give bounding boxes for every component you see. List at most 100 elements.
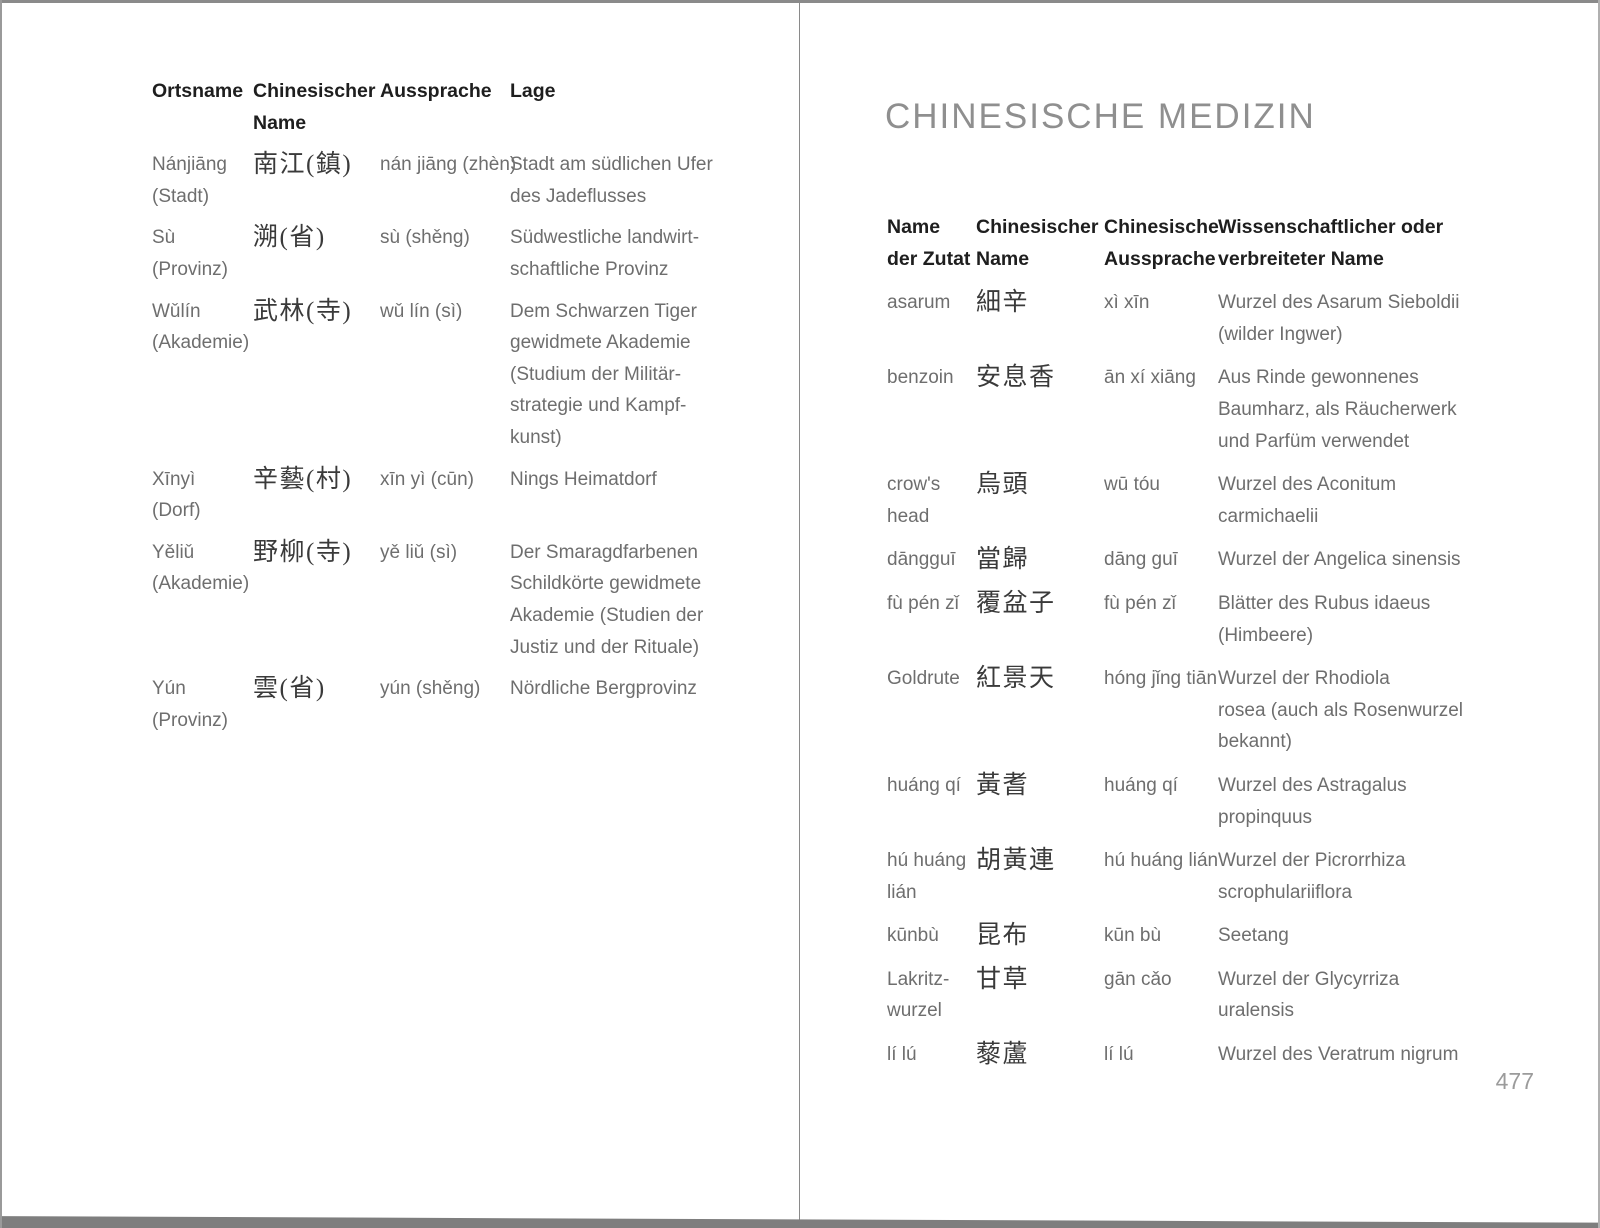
- cell-desc: Blätter des Rubus idaeus (Himbeere): [1218, 588, 1453, 651]
- cell-desc: Wurzel des Aconitum carmichaelii: [1218, 469, 1453, 532]
- text-line: propinquus: [1218, 806, 1313, 828]
- text-line: uralensis: [1218, 1000, 1295, 1022]
- text-line: Chinesische: [1104, 216, 1219, 238]
- cell-desc: Wurzel der Angelica sinensis: [1218, 544, 1461, 576]
- cell-desc: Der Smaragdfarbenen Schildkörte gewidmete…: [510, 537, 725, 663]
- header-cell-desc: Lage: [510, 76, 725, 139]
- cell-chinese: 武林(寺): [253, 296, 380, 454]
- text-line: Baumharz, als Räucherwerk: [1218, 398, 1457, 420]
- text-line: 野柳(寺): [253, 538, 353, 566]
- text-line: wǔ lín (sì): [380, 300, 463, 322]
- text-line: hú huáng: [887, 850, 967, 872]
- text-line: kūn bù: [1104, 925, 1162, 947]
- text-line: Chinesischer: [976, 216, 1099, 238]
- text-line: fù pén zǐ: [1104, 592, 1176, 614]
- cell-name: benzoin: [887, 362, 976, 457]
- text-line: dāng guī: [1104, 549, 1178, 571]
- text-line: Wurzel des Asarum Sieboldii: [1218, 292, 1460, 314]
- cell-name: Goldrute: [887, 663, 976, 758]
- text-line: gān cǎo: [1104, 968, 1172, 990]
- text-line: kunst): [510, 426, 562, 448]
- cell-name: fù pén zǐ: [887, 588, 976, 651]
- table-row: Yún (Provinz) 雲(省) yún (shěng) Nördliche Ber…: [152, 673, 799, 736]
- cell-pinyin: gān cǎo: [1104, 964, 1218, 1027]
- text-line: (Studium der Militär-: [510, 363, 682, 385]
- cell-desc: Dem Schwarzen Tiger gewidmete Akademie (St…: [510, 296, 725, 454]
- text-line: wurzel: [887, 1000, 942, 1022]
- text-line: 紅景天: [976, 665, 1056, 693]
- table-row: hú huáng lián 胡黃連 hú huáng lián Wurzel der P…: [887, 845, 1600, 908]
- cell-desc: Wurzel des Asarum Sieboldii (wilder Ingwe…: [1218, 287, 1460, 350]
- table-row: lí lú 藜蘆 lí lú Wurzel des Veratrum nigrum: [887, 1039, 1600, 1071]
- text-line: benzoin: [887, 367, 954, 389]
- text-line: nán jiāng (zhèn): [380, 154, 517, 176]
- cell-desc: Nördliche Bergprovinz: [510, 673, 725, 736]
- cell-pinyin: ān xí xiāng: [1104, 362, 1218, 457]
- text-line: schaftliche Provinz: [510, 258, 669, 280]
- page-number: 477: [1495, 1068, 1534, 1094]
- cell-chinese: 溯(省): [253, 222, 380, 285]
- text-line: Schildkörte gewidmete: [510, 573, 702, 595]
- scan-edge-left: [0, 0, 2, 1228]
- text-line: huáng qí: [1104, 774, 1178, 796]
- text-line: ān xí xiāng: [1104, 367, 1196, 389]
- text-line: Yún: [152, 678, 186, 700]
- text-line: Wurzel des Aconitum: [1218, 474, 1397, 496]
- text-line: Wurzel des Astragalus: [1218, 774, 1407, 796]
- text-line: Wurzel der Picrorrhiza: [1218, 850, 1406, 872]
- text-line: wū tóu: [1104, 474, 1160, 496]
- cell-desc: Nings Heimatdorf: [510, 464, 725, 527]
- cell-pinyin: hú huáng lián: [1104, 845, 1218, 908]
- text-line: bekannt): [1218, 731, 1292, 753]
- text-line: Nings Heimatdorf: [510, 468, 657, 490]
- text-line: Wurzel des Veratrum nigrum: [1218, 1044, 1459, 1066]
- text-line: head: [887, 505, 930, 527]
- text-line: Dem Schwarzen Tiger: [510, 300, 697, 322]
- text-line: (Akademie): [152, 332, 250, 354]
- cell-name: dāngguī: [887, 544, 976, 576]
- cell-chinese: 野柳(寺): [253, 537, 380, 663]
- text-line: 胡黃連: [976, 847, 1056, 875]
- cell-name: asarum: [887, 287, 976, 350]
- text-line: (wilder Ingwer): [1218, 323, 1343, 345]
- text-line: Wurzel der Glycyrriza: [1218, 968, 1400, 990]
- header-cell-pinyin: Chinesische Aussprache: [1104, 212, 1219, 275]
- text-line: Ortsname: [152, 80, 244, 102]
- text-line: 辛藝(村): [253, 465, 353, 493]
- text-line: (Stadt): [152, 185, 210, 207]
- cell-chinese: 安息香: [976, 362, 1104, 457]
- cell-pinyin: sù (shěng): [380, 222, 510, 285]
- text-line: Aussprache: [380, 80, 492, 102]
- text-line: der Zutat: [887, 247, 971, 270]
- place-names-table: Ortsname Chinesischer Name Aussprache Lage Ná…: [152, 76, 799, 736]
- table-row: huáng qí 黃耆 huáng qí Wurzel des Astragalus p…: [887, 770, 1600, 833]
- cell-desc: Wurzel der Glycyrriza uralensis: [1218, 964, 1453, 1027]
- cell-pinyin: yě liǔ (sì): [380, 537, 510, 663]
- text-line: hóng jǐng tiān: [1104, 668, 1218, 690]
- header-cell-chinese: Chinesischer Name: [976, 212, 1104, 275]
- cell-chinese: 細辛: [976, 287, 1104, 350]
- cell-name: Yún (Provinz): [152, 673, 253, 736]
- text-line: 當歸: [976, 546, 1030, 574]
- cell-pinyin: wū tóu: [1104, 469, 1218, 532]
- text-line: lián: [887, 881, 917, 903]
- table-header-row: Name der Zutat Chinesischer Name Chinesische…: [887, 212, 1600, 275]
- text-line: dāngguī: [887, 549, 956, 571]
- text-line: (Dorf): [152, 500, 201, 522]
- text-line: Name: [253, 111, 307, 134]
- text-line: 溯(省): [253, 224, 326, 252]
- cell-chinese: 甘草: [976, 964, 1104, 1027]
- text-line: (Himbeere): [1218, 624, 1314, 646]
- text-line: 藜蘆: [976, 1041, 1030, 1069]
- cell-chinese: 辛藝(村): [253, 464, 380, 527]
- table-row: Sù (Provinz) 溯(省) sù (shěng) Südwestliche la…: [152, 222, 799, 285]
- text-line: Wurzel der Rhodiola: [1218, 668, 1390, 690]
- header-cell-name: Name der Zutat: [887, 212, 976, 275]
- cell-chinese: 雲(省): [253, 673, 380, 736]
- text-line: yún (shěng): [380, 678, 481, 700]
- cell-pinyin: lí lú: [1104, 1039, 1218, 1071]
- cell-pinyin: huáng qí: [1104, 770, 1218, 833]
- cell-name: Yěliǔ (Akademie): [152, 537, 253, 663]
- cell-pinyin: fù pén zǐ: [1104, 588, 1218, 651]
